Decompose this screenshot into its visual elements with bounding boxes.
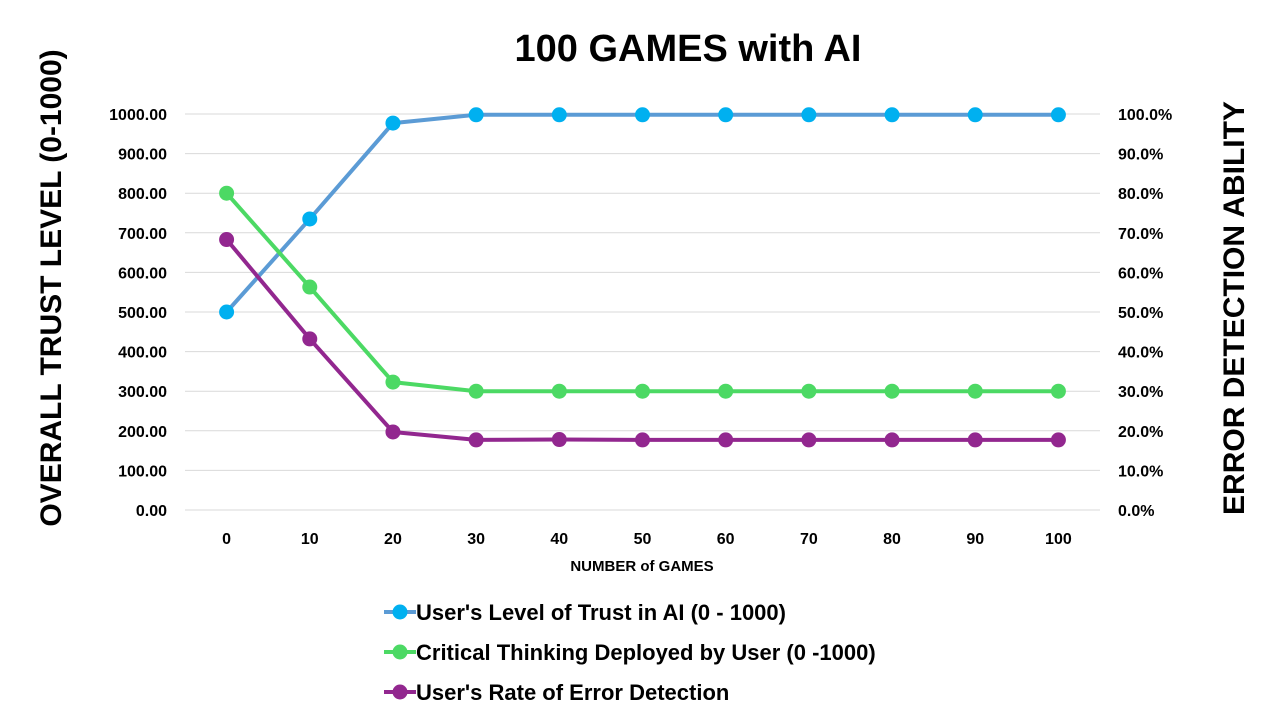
data-point (884, 432, 900, 448)
y2-axis-title: ERROR DETECTION ABILITY (1218, 101, 1251, 515)
x-tick-label: 60 (717, 531, 735, 548)
data-point (718, 432, 734, 448)
y2-tick-label: 60.0% (1118, 265, 1163, 282)
y-tick-label: 0.00 (136, 503, 167, 520)
data-point (385, 424, 401, 440)
legend-swatch-marker (392, 684, 408, 700)
y-axis-ticks: 0.00 100.00 200.00 300.00 400.00 500.00 600.00… (109, 107, 167, 520)
series-lines (219, 107, 1066, 448)
chart-title: 100 GAMES with AI (515, 28, 862, 70)
data-point (967, 432, 983, 448)
data-point (801, 383, 817, 399)
legend-item: User's Level of Trust in AI (0 - 1000) (384, 600, 786, 625)
y2-tick-label: 100.0% (1118, 107, 1172, 124)
data-point (884, 107, 900, 123)
x-tick-label: 10 (301, 531, 319, 548)
legend-label: User's Rate of Error Detection (416, 680, 729, 705)
x-tick-label: 100 (1045, 531, 1072, 548)
data-point (468, 107, 484, 123)
data-point (718, 383, 734, 399)
y-tick-label: 600.00 (118, 265, 167, 282)
data-point (635, 383, 650, 399)
data-point (468, 383, 484, 399)
x-axis-title: NUMBER of GAMES (570, 558, 713, 575)
legend-swatch-marker (392, 604, 408, 620)
data-point (219, 185, 235, 201)
data-point (302, 279, 318, 295)
data-point (801, 107, 817, 123)
data-point (635, 432, 650, 448)
legend-item: Critical Thinking Deployed by User (0 -1… (384, 640, 876, 665)
data-point (385, 374, 401, 390)
data-point (551, 107, 567, 123)
series-line (224, 191, 1061, 394)
data-point (967, 383, 983, 399)
y-axis-title: OVERALL TRUST LEVEL (0-1000) (35, 49, 68, 526)
series-1 (219, 107, 1066, 320)
y2-tick-label: 70.0% (1118, 226, 1163, 243)
y2-tick-label: 50.0% (1118, 305, 1163, 322)
data-point (551, 432, 567, 448)
data-point (302, 331, 318, 347)
data-point (801, 432, 817, 448)
x-tick-label: 40 (550, 531, 568, 548)
data-point (385, 115, 401, 131)
x-tick-label: 30 (467, 531, 485, 548)
legend: User's Level of Trust in AI (0 - 1000) Cr… (384, 600, 876, 705)
legend-item: User's Rate of Error Detection (384, 680, 729, 705)
data-point (468, 432, 484, 448)
data-point (718, 107, 734, 123)
legend-swatch-marker (392, 644, 408, 660)
y2-tick-label: 40.0% (1118, 345, 1163, 362)
data-point (635, 107, 650, 123)
data-point (1050, 107, 1066, 123)
data-point (884, 383, 900, 399)
y2-tick-label: 90.0% (1118, 147, 1163, 164)
y2-tick-label: 10.0% (1118, 463, 1163, 480)
data-point (219, 232, 235, 248)
series-2 (219, 185, 1066, 399)
x-tick-label: 70 (800, 531, 818, 548)
x-tick-label: 0 (222, 531, 231, 548)
x-axis-ticks: 0 10 20 30 40 50 60 70 80 90 100 (222, 531, 1072, 548)
y-tick-label: 200.00 (118, 424, 167, 441)
y-tick-label: 800.00 (118, 186, 167, 203)
data-point (967, 107, 983, 123)
series-3 (219, 232, 1066, 448)
series-line (224, 112, 1061, 314)
y2-tick-label: 20.0% (1118, 424, 1163, 441)
y-tick-label: 300.00 (118, 384, 167, 401)
data-point (219, 304, 235, 320)
data-point (302, 211, 318, 227)
y2-tick-label: 80.0% (1118, 186, 1163, 203)
y-tick-label: 700.00 (118, 226, 167, 243)
x-tick-label: 80 (883, 531, 901, 548)
data-point (1050, 383, 1066, 399)
legend-label: User's Level of Trust in AI (0 - 1000) (416, 600, 786, 625)
y-tick-label: 100.00 (118, 463, 167, 480)
y-tick-label: 400.00 (118, 345, 167, 362)
x-tick-label: 90 (966, 531, 984, 548)
y2-tick-label: 30.0% (1118, 384, 1163, 401)
y-tick-label: 1000.00 (109, 107, 167, 124)
x-tick-label: 50 (634, 531, 652, 548)
gridlines (185, 113, 1100, 511)
legend-label: Critical Thinking Deployed by User (0 -1… (416, 640, 876, 665)
y2-tick-label: 0.0% (1118, 503, 1154, 520)
y2-axis-ticks: 0.0% 10.0% 20.0% 30.0% 40.0% 50.0% 60.0% 70.0% 8… (1118, 107, 1172, 520)
data-point (1050, 432, 1066, 448)
series-line (224, 237, 1061, 442)
y-tick-label: 900.00 (118, 147, 167, 164)
y-tick-label: 500.00 (118, 305, 167, 322)
data-point (551, 383, 567, 399)
x-tick-label: 20 (384, 531, 402, 548)
